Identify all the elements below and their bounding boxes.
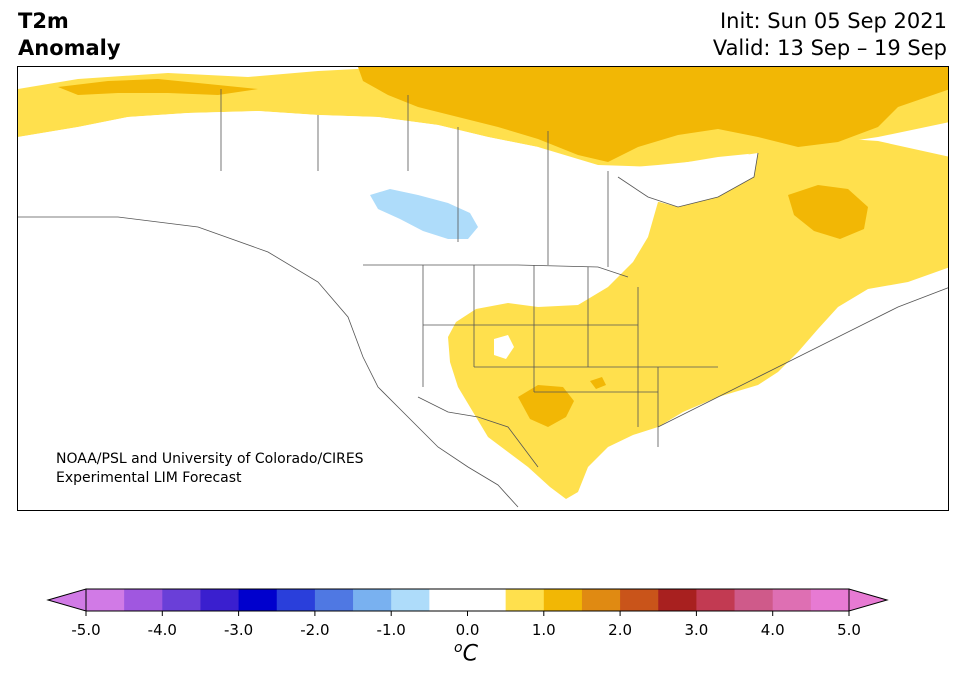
us-canada-border bbox=[363, 264, 629, 278]
colorbar-segment bbox=[696, 589, 736, 611]
unit-label: oC bbox=[454, 640, 478, 666]
hudson-bay-coast bbox=[617, 152, 759, 208]
forecast-dates: Init: Sun 05 Sep 2021 Valid: 13 Sep – 19… bbox=[713, 8, 947, 62]
colorbar-tick-label: 5.0 bbox=[837, 621, 861, 639]
colorbar-segment bbox=[353, 589, 392, 611]
colorbar-tick-label: -1.0 bbox=[377, 621, 406, 639]
colorbar-ticks: -5.0 -4.0 -3.0 -2.0 -1.0 0.0 1.0 2.0 3.0 4.0 5.0 bbox=[71, 611, 861, 639]
colorbar-segment bbox=[810, 589, 850, 611]
colorbar-segment bbox=[620, 589, 659, 611]
orange-oklahoma bbox=[590, 377, 606, 389]
colorbar-segment bbox=[314, 589, 354, 611]
neutral-holes bbox=[18, 111, 758, 407]
colorbar-segment bbox=[238, 589, 278, 611]
map-title: T2m Anomaly bbox=[18, 8, 121, 62]
anomaly-map: NOAA/PSL and University of Colorado/CIRE… bbox=[17, 66, 949, 511]
title-line-2: Anomaly bbox=[18, 36, 121, 60]
colorbar-tick-label: 1.0 bbox=[532, 621, 556, 639]
colorbar-segments bbox=[86, 589, 850, 611]
colorbar-tick-label: 3.0 bbox=[684, 621, 708, 639]
credit-line-2: Experimental LIM Forecast bbox=[56, 470, 242, 486]
colorbar-tick-label: -2.0 bbox=[300, 621, 329, 639]
orange-arctic-west bbox=[58, 79, 258, 95]
colorbar-segment bbox=[467, 589, 507, 611]
colorbar-segment bbox=[86, 589, 125, 611]
colorado-neutral bbox=[494, 335, 514, 359]
colorbar-extend-left bbox=[46, 588, 87, 612]
credit-line-1: NOAA/PSL and University of Colorado/CIRE… bbox=[56, 451, 364, 467]
cool-anomaly-prairies bbox=[370, 189, 478, 239]
unit-letter: C bbox=[462, 641, 478, 667]
hudson-bay-neutral bbox=[608, 153, 758, 207]
map-svg bbox=[18, 67, 948, 508]
colorbar-segment bbox=[162, 589, 201, 611]
mexico-border bbox=[417, 396, 539, 468]
colorbar-segment bbox=[658, 589, 697, 611]
colorbar-extend-right bbox=[848, 588, 889, 612]
title-line-1: T2m bbox=[18, 9, 69, 33]
credit-text: NOAA/PSL and University of Colorado/CIRE… bbox=[56, 450, 364, 488]
unit-degree: o bbox=[454, 640, 463, 656]
colorbar-segment bbox=[276, 589, 316, 611]
colorbar-segment bbox=[772, 589, 812, 611]
coastline-west bbox=[18, 216, 519, 508]
orange-arctic-islands bbox=[358, 67, 948, 162]
colorbar-tick-label: 0.0 bbox=[456, 621, 480, 639]
east-coast bbox=[657, 287, 948, 428]
colorbar-segment bbox=[124, 589, 163, 611]
colorbar-segment bbox=[391, 589, 430, 611]
colorbar-segment bbox=[505, 589, 545, 611]
boundaries bbox=[18, 89, 948, 508]
colorbar-tick-label: 2.0 bbox=[608, 621, 632, 639]
colorbar-tick-label: 4.0 bbox=[761, 621, 785, 639]
canada-interior-neutral bbox=[18, 111, 648, 407]
colorbar-tick-label: -5.0 bbox=[71, 621, 100, 639]
colorbar-segment bbox=[429, 589, 468, 611]
colorbar-segment bbox=[543, 589, 583, 611]
colorbar-segment bbox=[200, 589, 240, 611]
orange-texas bbox=[518, 385, 574, 427]
orange-quebec bbox=[788, 185, 868, 239]
colorbar-tick-label: -4.0 bbox=[148, 621, 177, 639]
colorbar-segment bbox=[734, 589, 774, 611]
us-state-lines bbox=[422, 265, 718, 447]
init-date: Init: Sun 05 Sep 2021 bbox=[719, 9, 947, 33]
anomaly-shading-dark bbox=[58, 67, 948, 427]
colorbar-tick-label: -3.0 bbox=[224, 621, 253, 639]
valid-date: Valid: 13 Sep – 19 Sep bbox=[712, 36, 947, 60]
canada-provinces bbox=[220, 89, 609, 267]
colorbar-segment bbox=[581, 589, 621, 611]
